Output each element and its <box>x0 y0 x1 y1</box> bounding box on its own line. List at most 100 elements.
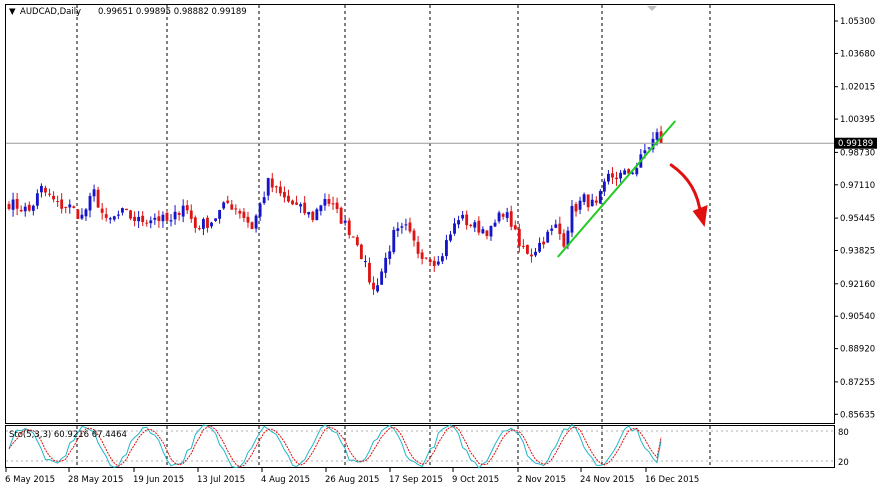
candle-body-49 <box>206 217 209 228</box>
candle-body-84 <box>347 220 351 236</box>
candle-body-83 <box>343 220 347 223</box>
stoch-level-80: 80 <box>838 428 849 438</box>
candle-body-70 <box>291 200 294 205</box>
price-tick-label-7: 0.93825 <box>840 247 875 257</box>
uptrend-line <box>557 120 677 258</box>
candle-body-18 <box>80 214 84 219</box>
candle-body-136 <box>558 223 562 235</box>
candle-body-51 <box>214 218 217 221</box>
candle-body-73 <box>303 202 307 214</box>
candle-body-20 <box>88 195 92 211</box>
candle-body-139 <box>570 205 574 233</box>
current-price-label: 0.99189 <box>838 139 873 149</box>
candle-body-143 <box>586 194 590 208</box>
candle-body-59 <box>246 216 250 223</box>
candle-body-25 <box>108 218 112 220</box>
candle-body-26 <box>112 216 116 220</box>
candle-body-97 <box>400 226 404 228</box>
stoch-level-20: 20 <box>838 458 849 468</box>
candle-body-145 <box>594 200 598 203</box>
candle-body-7 <box>35 193 39 206</box>
candle-body-68 <box>283 191 286 198</box>
shift-marker-icon[interactable] <box>647 6 657 11</box>
date-label-3: 13 Jul 2015 <box>197 475 245 485</box>
price-tick-label-9: 0.90540 <box>840 312 875 322</box>
candle-body-102 <box>420 252 424 259</box>
date-label-0: 6 May 2015 <box>5 475 55 485</box>
candle-body-122 <box>501 214 505 217</box>
candle-body-40 <box>169 220 173 222</box>
candle-body-158 <box>647 147 651 149</box>
candle-body-117 <box>481 229 485 234</box>
price-tick-label-2: 1.02015 <box>840 83 875 93</box>
price-tick-label-12: 0.85635 <box>840 410 875 420</box>
candle-body-61 <box>254 215 258 229</box>
candle-body-116 <box>477 220 481 233</box>
candle-body-85 <box>351 236 355 238</box>
price-tick-label-4: 0.98730 <box>840 148 875 158</box>
candle-body-114 <box>469 224 473 227</box>
candle-body-110 <box>453 223 456 234</box>
candle-body-32 <box>137 216 141 222</box>
candle-body-108 <box>445 240 448 257</box>
candle-body-120 <box>493 222 497 227</box>
candle-body-140 <box>574 204 578 212</box>
candle-body-80 <box>331 203 335 205</box>
candle-body-52 <box>218 210 222 219</box>
candle-body-74 <box>307 212 311 215</box>
candle-body-21 <box>92 189 96 197</box>
date-label-5: 26 Aug 2015 <box>325 475 379 485</box>
candle-body-44 <box>185 205 189 211</box>
price-tick-label-0: 1.05300 <box>840 17 875 27</box>
candle-body-89 <box>368 262 371 283</box>
candle-body-153 <box>627 169 631 174</box>
candle-body-9 <box>44 187 47 193</box>
candle-body-134 <box>550 228 554 231</box>
candle-body-71 <box>295 202 298 205</box>
candle-body-17 <box>76 209 80 220</box>
candle-body-77 <box>319 205 323 212</box>
candle-body-128 <box>526 244 529 254</box>
candle-body-82 <box>339 207 343 224</box>
candle-body-159 <box>651 138 655 150</box>
candle-body-95 <box>392 229 396 253</box>
candle-body-99 <box>408 222 412 232</box>
candle-body-129 <box>530 254 533 257</box>
candle-body-1 <box>11 199 15 210</box>
candle-body-36 <box>153 217 157 220</box>
candle-body-123 <box>505 212 509 218</box>
candle-body-100 <box>412 230 416 241</box>
candle-body-23 <box>100 208 104 213</box>
candle-body-2 <box>15 199 19 209</box>
candle-body-76 <box>315 209 319 221</box>
candle-body-72 <box>299 204 303 207</box>
ohlc-label: 0.99651 0.99895 0.98882 0.99189 <box>98 7 247 17</box>
date-label-8: 2 Nov 2015 <box>517 475 566 485</box>
candle-body-142 <box>582 194 586 202</box>
candle-body-133 <box>546 231 550 243</box>
candle-body-27 <box>116 214 120 216</box>
price-tick-label-10: 0.88920 <box>840 345 875 355</box>
candle-body-88 <box>364 261 367 263</box>
candle-body-55 <box>230 204 234 210</box>
candle-body-98 <box>404 224 408 226</box>
candle-body-131 <box>538 242 541 252</box>
candle-body-125 <box>513 225 517 230</box>
forecast-arrow-head <box>692 205 708 227</box>
candle-body-135 <box>554 224 558 228</box>
candle-body-111 <box>457 220 460 225</box>
chart-menu-icon[interactable]: ▼ <box>9 7 16 17</box>
candle-body-53 <box>222 202 226 209</box>
price-tick-label-11: 0.87255 <box>840 378 875 388</box>
candle-body-37 <box>157 216 161 221</box>
candle-body-124 <box>509 211 513 227</box>
candle-body-112 <box>461 214 465 219</box>
candle-body-43 <box>181 205 185 217</box>
candle-body-138 <box>566 230 570 247</box>
candle-body-45 <box>189 210 193 219</box>
period-separators <box>6 5 834 467</box>
candle-body-63 <box>262 197 266 204</box>
candle-body-146 <box>598 191 602 204</box>
candle-body-14 <box>64 206 68 208</box>
candle-body-69 <box>287 195 290 202</box>
